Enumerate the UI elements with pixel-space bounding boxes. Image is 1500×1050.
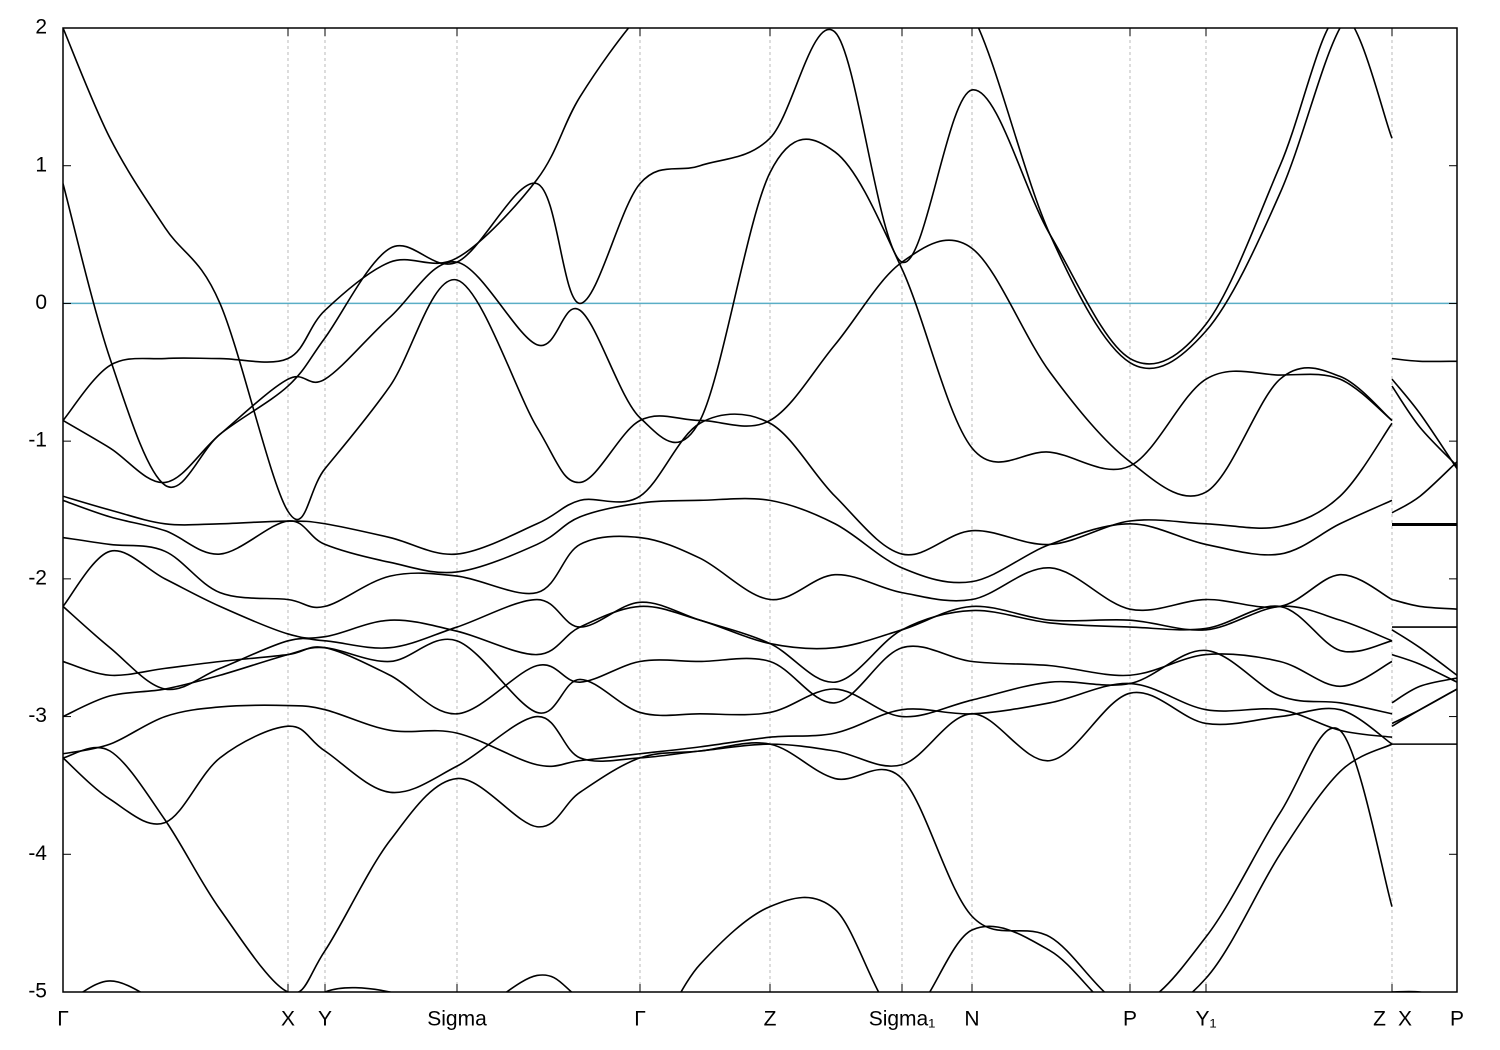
band xyxy=(63,549,1457,656)
band xyxy=(81,743,1426,992)
grid-layer xyxy=(62,28,1458,992)
x-tick-label: X xyxy=(281,1008,295,1031)
labels: 210-1-2-3-4-5Γ X Y Sigma Γ Z Sigma₁ N P Y₁ Z X P xyxy=(28,16,1464,1031)
y-tick-label: -5 xyxy=(28,980,47,1003)
y-tick-label: -1 xyxy=(28,429,47,452)
band xyxy=(63,28,1457,489)
x-tick-label: N xyxy=(964,1008,979,1031)
x-tick-label: Z xyxy=(764,1008,777,1031)
y-tick-label: 2 xyxy=(35,16,47,39)
y-tick-label: -3 xyxy=(28,704,47,727)
band xyxy=(63,28,1457,521)
y-tick-label: -2 xyxy=(28,566,47,589)
band xyxy=(63,535,1457,612)
x-tick-label: X xyxy=(1398,1008,1412,1031)
x-tick-label: Sigma₁ xyxy=(869,1008,936,1031)
x-tick-label: Z xyxy=(1373,1008,1386,1031)
band xyxy=(63,497,1457,584)
x-tick-label: P xyxy=(1123,1008,1137,1031)
plot-frame xyxy=(62,27,1458,993)
band xyxy=(63,727,1457,992)
x-tick-label: Sigma xyxy=(427,1008,487,1031)
x-tick-label: Y₁ xyxy=(1195,1008,1216,1031)
band xyxy=(63,638,1457,718)
x-tick-label: Y xyxy=(318,1008,332,1031)
x-tick-label: Γ xyxy=(634,1008,646,1031)
y-tick-label: 0 xyxy=(35,291,47,314)
band xyxy=(63,28,1457,514)
band xyxy=(63,598,1457,691)
band xyxy=(63,645,1457,715)
x-tick-label: Γ xyxy=(57,1008,69,1031)
y-tick-label: -4 xyxy=(28,842,47,865)
band xyxy=(63,682,1457,768)
band xyxy=(63,413,1457,556)
bands xyxy=(63,28,1457,992)
band xyxy=(63,138,1457,484)
x-tick-label: P xyxy=(1450,1008,1464,1031)
y-tick-label: 1 xyxy=(35,153,47,176)
